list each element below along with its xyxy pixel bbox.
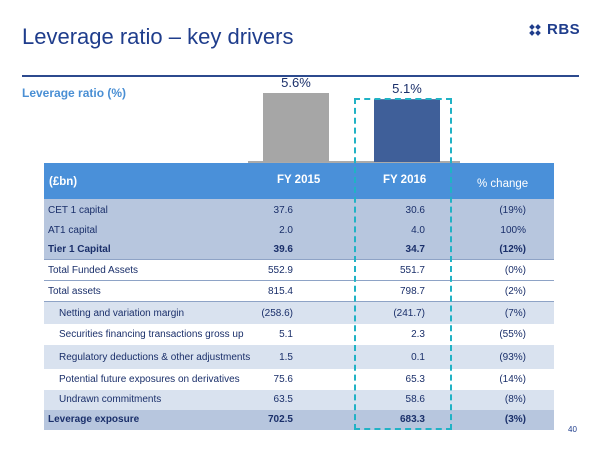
row-change: (19%) bbox=[499, 205, 526, 216]
table-row: Regulatory deductions & other adjustment… bbox=[44, 345, 554, 369]
row-fy2016: 2.3 bbox=[411, 329, 425, 340]
bar-value-label: 5.1% bbox=[392, 81, 422, 96]
bar-fy-2016 bbox=[374, 99, 440, 162]
row-label: AT1 capital bbox=[48, 225, 98, 236]
rbs-logo: RBS bbox=[527, 21, 580, 38]
row-change: (0%) bbox=[504, 265, 526, 276]
header-fy2016: FY 2016 bbox=[383, 174, 427, 186]
row-change: (8%) bbox=[504, 394, 526, 405]
row-change: (93%) bbox=[499, 352, 526, 363]
row-fy2016: 58.6 bbox=[405, 394, 425, 405]
row-label: Undrawn commitments bbox=[59, 394, 162, 405]
row-label: CET 1 capital bbox=[48, 205, 108, 216]
row-label: Securities financing transactions gross … bbox=[59, 329, 244, 340]
header-fy2015: FY 2015 bbox=[277, 174, 321, 186]
row-fy2016: 683.3 bbox=[399, 414, 425, 425]
table-row: Total Funded Assets 552.9 551.7 (0%) bbox=[44, 260, 554, 281]
row-fy2015: 75.6 bbox=[273, 374, 293, 385]
row-label: Netting and variation margin bbox=[59, 308, 185, 319]
table-row: AT1 capital 2.0 4.0 100% bbox=[44, 221, 554, 240]
rbs-daisy-wheel-icon bbox=[529, 23, 541, 36]
row-fy2016: 34.7 bbox=[405, 244, 425, 255]
row-fy2015: 63.5 bbox=[273, 394, 293, 405]
row-fy2015: 1.5 bbox=[279, 352, 293, 363]
row-fy2016: 4.0 bbox=[411, 225, 425, 236]
bar-fy-2015 bbox=[263, 93, 329, 162]
row-label: Tier 1 Capital bbox=[48, 244, 111, 255]
row-fy2016: (241.7) bbox=[393, 308, 425, 319]
row-fy2015: 552.9 bbox=[267, 265, 293, 276]
fy2016-highlight-box bbox=[354, 98, 452, 430]
chart-title: Leverage ratio (%) bbox=[22, 86, 127, 100]
row-fy2016: 30.6 bbox=[405, 205, 425, 216]
header-unit: (£bn) bbox=[49, 176, 78, 188]
title-divider bbox=[22, 75, 579, 77]
row-fy2016: 0.1 bbox=[411, 352, 425, 363]
page-number: 40 bbox=[568, 425, 577, 434]
row-fy2015: 5.1 bbox=[279, 329, 293, 340]
row-label: Total assets bbox=[48, 286, 101, 297]
page-title: Leverage ratio – key drivers bbox=[22, 24, 294, 49]
leverage-table: CET 1 capital 37.6 30.6 (19%) AT1 capita… bbox=[44, 199, 554, 430]
row-change: (55%) bbox=[499, 329, 526, 340]
row-fy2016: 798.7 bbox=[399, 286, 425, 297]
row-fy2015: 37.6 bbox=[273, 205, 293, 216]
row-fy2015: 2.0 bbox=[279, 225, 293, 236]
table-header: (£bn) FY 2015 FY 2016 % change bbox=[44, 163, 554, 199]
table-row: Potential future exposures on derivative… bbox=[44, 369, 554, 390]
bar-value-label: 5.6% bbox=[281, 75, 311, 90]
table-row: Netting and variation margin (258.6) (24… bbox=[44, 302, 554, 324]
rbs-logo-text: RBS bbox=[547, 21, 581, 38]
table-row: Securities financing transactions gross … bbox=[44, 324, 554, 345]
leverage-ratio-chart: 5.6% 5.1% bbox=[248, 75, 460, 163]
row-label: Total Funded Assets bbox=[48, 265, 139, 276]
table-row: Total assets 815.4 798.7 (2%) bbox=[44, 281, 554, 302]
row-fy2015: 702.5 bbox=[267, 414, 293, 425]
row-label: Leverage exposure bbox=[48, 414, 140, 425]
row-fy2016: 551.7 bbox=[399, 265, 425, 276]
table-row: CET 1 capital 37.6 30.6 (19%) bbox=[44, 199, 554, 221]
row-change: (14%) bbox=[499, 374, 526, 385]
row-label: Potential future exposures on derivative… bbox=[59, 374, 240, 385]
row-fy2015: 815.4 bbox=[267, 286, 293, 297]
header-change: % change bbox=[477, 178, 529, 190]
table-row: Tier 1 Capital 39.6 34.7 (12%) bbox=[44, 240, 554, 260]
row-fy2015: (258.6) bbox=[261, 308, 293, 319]
table-row: Leverage exposure 702.5 683.3 (3%) bbox=[44, 410, 554, 430]
row-change: (12%) bbox=[499, 244, 526, 255]
row-label: Regulatory deductions & other adjustment… bbox=[59, 352, 251, 363]
row-fy2015: 39.6 bbox=[273, 244, 293, 255]
row-change: (2%) bbox=[504, 286, 526, 297]
row-change: 100% bbox=[500, 225, 526, 236]
table-row: Undrawn commitments 63.5 58.6 (8%) bbox=[44, 390, 554, 410]
row-fy2016: 65.3 bbox=[405, 374, 425, 385]
row-change: (7%) bbox=[504, 308, 526, 319]
row-change: (3%) bbox=[504, 414, 526, 425]
